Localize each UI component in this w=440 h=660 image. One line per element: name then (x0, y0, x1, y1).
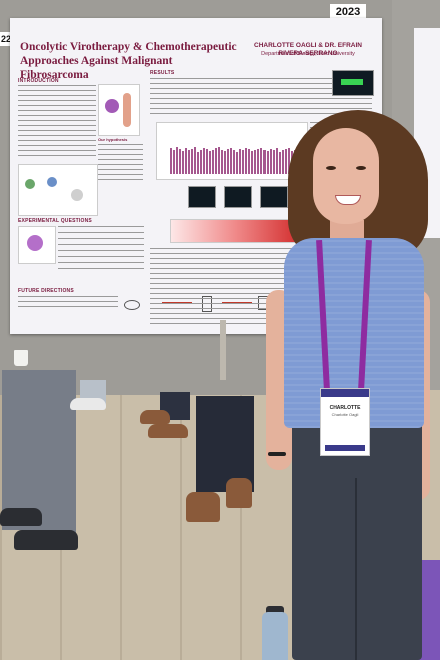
presenter-pants (292, 418, 422, 660)
poster-bar (254, 150, 257, 174)
poster-bar (266, 151, 269, 174)
poster-bar (239, 149, 242, 174)
poster-bar (245, 148, 248, 174)
introduction-text-block (18, 85, 96, 159)
poster-bar (224, 151, 227, 174)
questions-figure (18, 226, 56, 264)
badge-footer-stripe (325, 445, 365, 451)
section-experimental-questions: EXPERIMENTAL QUESTIONS (18, 218, 92, 224)
questions-text (58, 226, 144, 270)
intro-illustration (98, 84, 140, 136)
attendee-shoe (140, 410, 170, 424)
fluorescence-image (332, 70, 374, 96)
poster-bar (263, 150, 266, 174)
poster-bar (275, 148, 278, 174)
poster-bar (176, 147, 179, 174)
poster-bar (209, 151, 212, 174)
presenter-left-eye (326, 166, 336, 170)
presenter-face (313, 128, 379, 224)
poster-authors: CHARLOTTE OAGLI & DR. EFRAIN RIVERA-SERR… (254, 42, 362, 57)
year-tag: 2023 (330, 4, 366, 20)
attendee-shoe (226, 478, 252, 508)
pants-seam (355, 478, 357, 660)
bar-graph-bars (170, 144, 302, 174)
poster-bar (194, 147, 197, 174)
microscopy-panel-2 (224, 186, 252, 208)
badge-name: CHARLOTTE (329, 405, 361, 411)
attendee-shoe (14, 530, 78, 550)
poster-bar (257, 149, 260, 174)
poster-bar (200, 150, 203, 174)
poster-bar (215, 148, 218, 174)
poster-bar (236, 152, 239, 174)
poster-bar (230, 148, 233, 174)
section-introduction: INTRODUCTION (18, 78, 59, 84)
poster-bar (251, 151, 254, 174)
poster-bar (242, 150, 245, 174)
poster-bar (203, 148, 206, 174)
attendee-shoe (0, 508, 42, 526)
attendee-shoe (186, 492, 220, 522)
paper-cup (14, 350, 28, 366)
poster-bar (221, 150, 224, 174)
microscopy-panel-1 (188, 186, 216, 208)
poster-bar (212, 150, 215, 174)
poster-bar (197, 152, 200, 174)
attendee-leg (2, 370, 38, 530)
section-results: RESULTS (150, 70, 175, 76)
hypothesis-text (98, 144, 143, 184)
board-number-tag: 22 (0, 32, 12, 46)
name-badge: CHARLOTTE Charlotte Oagli (320, 388, 370, 456)
bracelet (268, 452, 286, 456)
poster-bar (188, 150, 191, 174)
water-bottle-cap (266, 606, 284, 616)
section-future-directions: FUTURE DIRECTIONS (18, 288, 74, 294)
poster-bar (269, 149, 272, 174)
future-text (18, 296, 118, 310)
board-stand (220, 320, 226, 380)
attendee-shoe (70, 398, 106, 410)
poster-bar (248, 149, 251, 174)
poster-bar (182, 151, 185, 174)
poster-bar (185, 148, 188, 174)
poster-bar (272, 150, 275, 174)
attendee-leg (36, 370, 76, 540)
hypothesis-label: Our hypothesis (98, 137, 128, 142)
poster-bar (281, 150, 284, 174)
badge-subtitle: Charlotte Oagli (331, 412, 359, 417)
poster-department: Department of Biology, Elon University (261, 51, 355, 57)
attendee-shoe (148, 424, 188, 438)
microscopy-panel-3 (260, 186, 288, 208)
presenter-right-eye (356, 166, 366, 170)
poster-bar (260, 148, 263, 174)
water-bottle (262, 612, 288, 660)
poster-bar (191, 149, 194, 174)
attendee-leg (196, 396, 254, 492)
poster-bar (173, 150, 176, 174)
poster-bar (170, 148, 173, 174)
poster-bar (278, 152, 281, 174)
poster-bar (218, 147, 221, 174)
poster-bar (206, 149, 209, 174)
poster-bar (179, 149, 182, 174)
poster-title: Oncolytic Virotherapy & Chemotherapeutic… (20, 41, 237, 81)
poster-bar (233, 150, 236, 174)
badge-header-stripe (321, 389, 369, 397)
poster-bar (227, 149, 230, 174)
pathway-diagram (18, 164, 98, 216)
heatmap-figure (170, 219, 300, 243)
poster-bar (284, 149, 287, 174)
poster-bar (287, 148, 290, 174)
